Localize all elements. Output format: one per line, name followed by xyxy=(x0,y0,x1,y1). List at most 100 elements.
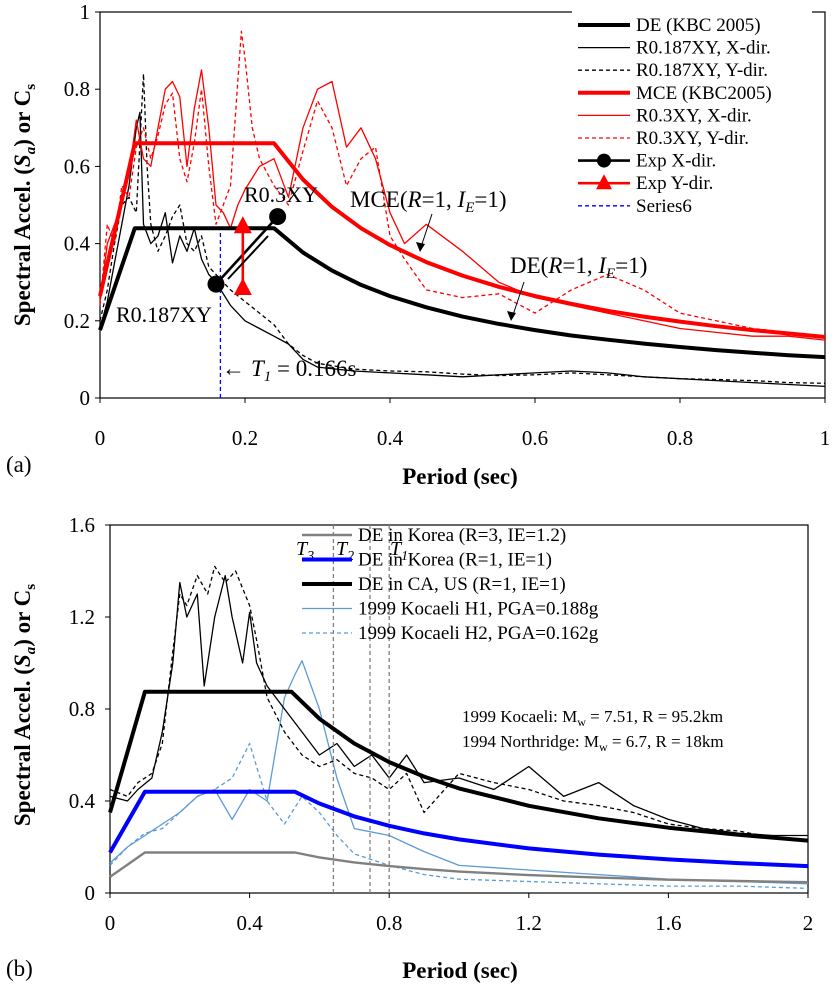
x-tick-label: 0.2 xyxy=(232,426,258,450)
legend: DE (KBC 2005)R0.187XY, X-dir.R0.187XY, Y… xyxy=(572,10,812,232)
x-tick-label: 0.8 xyxy=(376,911,402,935)
series-exp-y-dir-point xyxy=(233,216,252,234)
y-tick-label: 0.8 xyxy=(69,697,95,721)
legend-label: R0.3XY, Y-dir. xyxy=(636,128,749,149)
legend-item-1999-kocaeli-h2-pga-0-162g: 1999 Kocaeli H2, PGA=0.162g xyxy=(302,623,599,644)
x-tick-label: 1.6 xyxy=(655,911,681,935)
series-exp-x-dir-point xyxy=(269,208,287,226)
x-axis-label: Period (sec) xyxy=(402,464,518,489)
y-tick-label: 0.6 xyxy=(64,154,90,178)
series-1999-kocaeli-h1-pga-0-188g xyxy=(109,660,809,885)
chart-panel-a: 0 0.2 0.4 0.6 0.8 1 0 0.2 0.4 0.6 0.8 1 R0.3XY R0.1… xyxy=(6,0,830,489)
series-exp-x-dir-point xyxy=(207,275,225,293)
x-axis-label: Period (sec) xyxy=(402,958,518,983)
x-tick-label: 2 xyxy=(803,911,814,935)
series-de-in-ca-us-r-1-ie-1 xyxy=(108,689,809,843)
legend: DE in Korea (R=3, IE=1.2) DE in Korea (R=… xyxy=(302,525,599,644)
tick-marks xyxy=(95,11,826,403)
y-tick-label: 0.4 xyxy=(64,232,91,256)
y-tick-label: 0 xyxy=(85,881,96,905)
annotation-de-text: DE(R=1, IE=1) xyxy=(510,253,647,282)
legend-label: DE in CA, US (R=1, IE=1) xyxy=(358,574,566,595)
arrowhead-icon xyxy=(507,311,516,321)
y-tick-label: 0.8 xyxy=(64,77,90,101)
legend-item-de-in-ca-us-r-1-ie-1: DE in CA, US (R=1, IE=1) xyxy=(302,574,566,595)
x-tick-label: 0.6 xyxy=(522,426,548,450)
series-r0-187xy-y-dir xyxy=(99,73,826,384)
vline-label-t3: T3 xyxy=(296,538,314,564)
legend-item-de-in-korea-r-1-ie-1: DE in Korea (R=1, IE=1) xyxy=(302,550,552,571)
series-r0-187xy-x-dir xyxy=(99,111,826,388)
annotation-r03-text: R0.3XY xyxy=(244,182,318,207)
series-mce-kbc2005 xyxy=(98,141,826,339)
legend-item-r0-187xy-x-dir: R0.187XY, X-dir. xyxy=(578,38,771,59)
x-tick-label: 1.2 xyxy=(516,911,542,935)
series-layer xyxy=(98,30,826,398)
legend-label: R0.187XY, X-dir. xyxy=(636,38,771,59)
legend-item-de-in-korea-r-3-ie-1-2: DE in Korea (R=3, IE=1.2) xyxy=(302,525,566,546)
series-exp-y-dir-point xyxy=(233,277,252,295)
y-tick-label: 0.2 xyxy=(64,309,90,333)
legend-label: 1999 Kocaeli H1, PGA=0.188g xyxy=(358,599,599,620)
x-tick-label: 0.8 xyxy=(667,426,693,450)
annotation-r0187-text: R0.187XY xyxy=(116,302,212,327)
series-de-in-korea-r-1-ie-1 xyxy=(108,789,809,869)
legend-label: DE (KBC 2005) xyxy=(636,15,761,36)
tick-labels: 0 0.2 0.4 0.6 0.8 1 0 0.2 0.4 0.6 0.8 1 xyxy=(64,0,831,450)
y-tick-label: 1.6 xyxy=(69,513,95,537)
series-layer xyxy=(108,525,809,893)
y-axis-label: Spectral Accel. (Sa) or Cs xyxy=(10,584,39,826)
x-tick-label: 0 xyxy=(95,426,106,450)
series-northridge-x-dir xyxy=(109,574,808,837)
tick-marks xyxy=(105,524,809,898)
vline-label-t2: T2 xyxy=(336,538,354,564)
legend-label: Exp Y-dir. xyxy=(636,173,713,194)
x-tick-label: 0.4 xyxy=(377,426,404,450)
annotation-mce-text: MCE(R=1, IE=1) xyxy=(350,187,507,216)
annotation-mce: MCE(R=1, IE=1) xyxy=(350,187,507,252)
series-1999-kocaeli-h2-pga-0-162g xyxy=(109,742,809,890)
chart-panel-b: 0 0.4 0.8 1.2 1.6 2 0 0.4 0.8 1.2 1.6 T3 T2 T1 DE … xyxy=(6,513,813,983)
note-kocaeli: 1999 Kocaeli: Mw = 7.51, R = 95.2km xyxy=(462,707,723,729)
legend-label: 1999 Kocaeli H2, PGA=0.162g xyxy=(358,623,599,644)
annotation-t1: ← T1 = 0.166s xyxy=(222,356,357,385)
annotation-t1-text: ← T1 = 0.166s xyxy=(222,356,357,385)
legend-label: Exp X-dir. xyxy=(636,151,716,172)
legend-label: Series6 xyxy=(636,196,692,217)
annotation-de: DE(R=1, IE=1) xyxy=(507,253,647,321)
annotation-r0187: R0.187XY xyxy=(116,302,212,327)
arrowhead-icon xyxy=(416,242,425,252)
legend-label: R0.3XY, X-dir. xyxy=(636,105,752,126)
legend-label: R0.187XY, Y-dir. xyxy=(636,60,768,81)
series-exp-x-dir-line xyxy=(215,215,279,286)
y-tick-label: 1 xyxy=(80,0,91,24)
legend-item-r0-187xy-y-dir: R0.187XY, Y-dir. xyxy=(578,60,768,81)
note-northridge: 1994 Northridge: Mw = 6.7, R = 18km xyxy=(462,732,724,754)
panel-label: (b) xyxy=(6,956,33,981)
legend-item-r0-3xy-y-dir: R0.3XY, Y-dir. xyxy=(578,128,749,149)
legend-item-1999-kocaeli-h1-pga-0-188g: 1999 Kocaeli H1, PGA=0.188g xyxy=(302,599,599,620)
vline-label-t1: T1 xyxy=(390,538,408,564)
legend-item-mce-kbc2005: MCE (KBC2005) xyxy=(578,83,772,104)
y-tick-label: 1.2 xyxy=(69,605,95,629)
legend-item-series6: Series6 xyxy=(578,196,692,217)
legend-label: DE in Korea (R=3, IE=1.2) xyxy=(358,525,566,546)
legend-item-r0-3xy-x-dir: R0.3XY, X-dir. xyxy=(578,105,752,126)
series-de-kbc-2005 xyxy=(98,226,826,360)
y-tick-label: 0.4 xyxy=(69,789,96,813)
series-northridge-y-dir xyxy=(109,565,809,841)
annotation-r03: R0.3XY xyxy=(227,182,318,280)
legend-item-exp-x-dir: Exp X-dir. xyxy=(578,151,716,172)
x-tick-label: 1 xyxy=(820,426,831,450)
panel-label: (a) xyxy=(6,452,32,477)
plot-area-frame xyxy=(99,11,826,399)
y-axis-label: Spectral Accel. (Sa) or Cs xyxy=(10,84,39,326)
legend-label: MCE (KBC2005) xyxy=(636,83,772,104)
tick-labels: 0 0.4 0.8 1.2 1.6 2 0 0.4 0.8 1.2 1.6 xyxy=(69,513,814,935)
x-tick-label: 0 xyxy=(105,911,116,935)
legend-item-exp-y-dir: Exp Y-dir. xyxy=(578,173,713,194)
x-tick-label: 0.4 xyxy=(236,911,263,935)
legend-label: DE in Korea (R=1, IE=1) xyxy=(358,550,552,571)
y-tick-label: 0 xyxy=(80,386,91,410)
